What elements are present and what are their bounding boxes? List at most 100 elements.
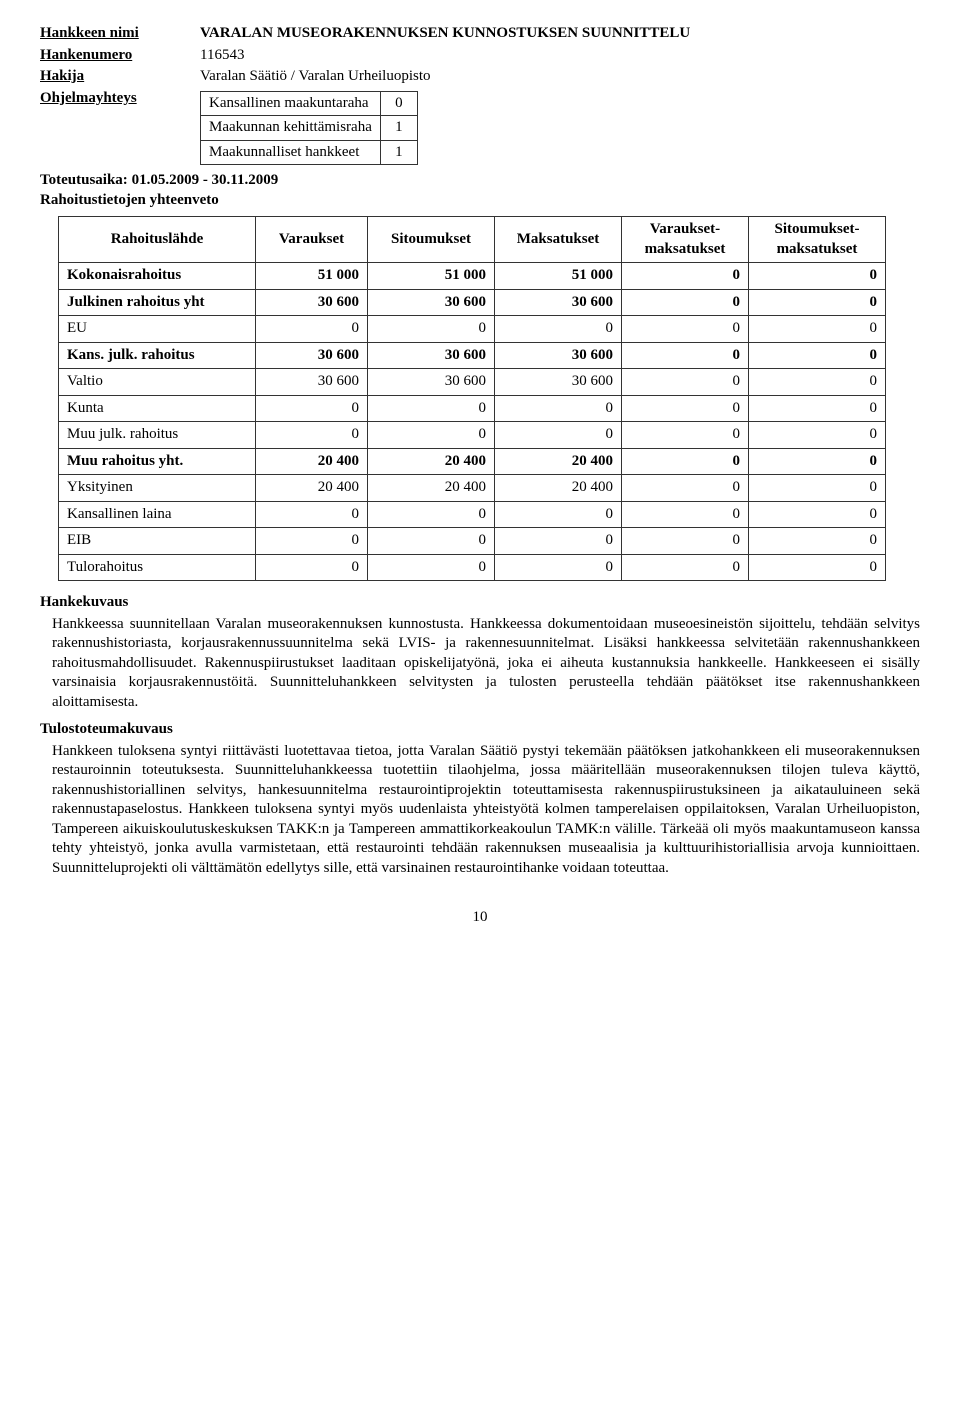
financing-row-label: Valtio bbox=[59, 369, 256, 396]
financing-cell: 0 bbox=[256, 528, 368, 555]
ohjelmayhteys-value: Kansallinen maakuntaraha0Maakunnan kehit… bbox=[200, 89, 920, 166]
financing-cell: 0 bbox=[749, 528, 886, 555]
context-row: Maakunnalliset hankkeet1 bbox=[201, 140, 418, 165]
financing-cell: 0 bbox=[622, 501, 749, 528]
financing-cell: 30 600 bbox=[256, 342, 368, 369]
financing-cell: 0 bbox=[622, 369, 749, 396]
financing-cell: 30 600 bbox=[256, 369, 368, 396]
context-row-value: 1 bbox=[380, 140, 417, 165]
financing-row: Kokonaisrahoitus51 00051 00051 00000 bbox=[59, 263, 886, 290]
toteutusaika: Toteutusaika: 01.05.2009 - 30.11.2009 bbox=[40, 171, 920, 191]
financing-cell: 20 400 bbox=[495, 475, 622, 502]
financing-cell: 51 000 bbox=[256, 263, 368, 290]
financing-cell: 0 bbox=[368, 316, 495, 343]
header-row-numero: Hankenumero 116543 bbox=[40, 46, 920, 66]
context-row-label: Kansallinen maakuntaraha bbox=[201, 91, 381, 116]
financing-row-label: Kokonaisrahoitus bbox=[59, 263, 256, 290]
financing-row-label: Kans. julk. rahoitus bbox=[59, 342, 256, 369]
context-row-value: 0 bbox=[380, 91, 417, 116]
financing-cell: 0 bbox=[368, 422, 495, 449]
financing-cell: 0 bbox=[749, 422, 886, 449]
financing-cell: 20 400 bbox=[256, 448, 368, 475]
financing-cell: 30 600 bbox=[368, 342, 495, 369]
hakija-value: Varalan Säätiö / Varalan Urheiluopisto bbox=[200, 67, 920, 87]
financing-row: EU00000 bbox=[59, 316, 886, 343]
hankekuvaus-heading: Hankekuvaus bbox=[40, 593, 920, 613]
financing-row: Muu julk. rahoitus00000 bbox=[59, 422, 886, 449]
financing-col-header: Varaukset bbox=[256, 217, 368, 263]
financing-row-label: Kansallinen laina bbox=[59, 501, 256, 528]
financing-cell: 0 bbox=[495, 554, 622, 581]
financing-row-label: Tulorahoitus bbox=[59, 554, 256, 581]
financing-cell: 30 600 bbox=[495, 342, 622, 369]
header-row-ohjelma: Ohjelmayhteys Kansallinen maakuntaraha0M… bbox=[40, 89, 920, 166]
financing-cell: 0 bbox=[749, 316, 886, 343]
financing-cell: 0 bbox=[622, 448, 749, 475]
financing-row-label: Kunta bbox=[59, 395, 256, 422]
financing-cell: 0 bbox=[256, 501, 368, 528]
context-row-value: 1 bbox=[380, 116, 417, 141]
financing-cell: 0 bbox=[749, 395, 886, 422]
tulostoteuma-body: Hankkeen tuloksena syntyi riittävästi lu… bbox=[52, 742, 920, 879]
hankenumero-label: Hankenumero bbox=[40, 46, 200, 66]
financing-cell: 20 400 bbox=[368, 448, 495, 475]
toteutusaika-value: 01.05.2009 - 30.11.2009 bbox=[132, 172, 279, 188]
financing-cell: 0 bbox=[749, 289, 886, 316]
financing-cell: 0 bbox=[622, 395, 749, 422]
financing-cell: 0 bbox=[622, 263, 749, 290]
context-row: Kansallinen maakuntaraha0 bbox=[201, 91, 418, 116]
financing-cell: 0 bbox=[749, 501, 886, 528]
financing-cell: 0 bbox=[749, 342, 886, 369]
financing-cell: 0 bbox=[495, 422, 622, 449]
financing-cell: 20 400 bbox=[495, 448, 622, 475]
financing-cell: 0 bbox=[622, 475, 749, 502]
financing-cell: 0 bbox=[749, 369, 886, 396]
hankekuvaus-body: Hankkeessa suunnitellaan Varalan museora… bbox=[52, 615, 920, 713]
financing-row: Tulorahoitus00000 bbox=[59, 554, 886, 581]
financing-row: Julkinen rahoitus yht30 60030 60030 6000… bbox=[59, 289, 886, 316]
financing-row: Kunta00000 bbox=[59, 395, 886, 422]
toteutusaika-label: Toteutusaika: bbox=[40, 172, 128, 188]
financing-cell: 20 400 bbox=[256, 475, 368, 502]
financing-row: Yksityinen20 40020 40020 40000 bbox=[59, 475, 886, 502]
financing-table: RahoituslähdeVarauksetSitoumuksetMaksatu… bbox=[58, 216, 886, 581]
financing-cell: 0 bbox=[622, 316, 749, 343]
header-row-nimi: Hankkeen nimi VARALAN MUSEORAKENNUKSEN K… bbox=[40, 24, 920, 44]
financing-cell: 0 bbox=[368, 501, 495, 528]
financing-row: Kans. julk. rahoitus30 60030 60030 60000 bbox=[59, 342, 886, 369]
financing-cell: 30 600 bbox=[256, 289, 368, 316]
financing-cell: 30 600 bbox=[368, 289, 495, 316]
financing-row-label: EIB bbox=[59, 528, 256, 555]
financing-cell: 30 600 bbox=[368, 369, 495, 396]
hankkeen-nimi-label: Hankkeen nimi bbox=[40, 24, 200, 44]
financing-row: Valtio30 60030 60030 60000 bbox=[59, 369, 886, 396]
context-row: Maakunnan kehittämisraha1 bbox=[201, 116, 418, 141]
financing-cell: 0 bbox=[256, 554, 368, 581]
financing-cell: 0 bbox=[622, 422, 749, 449]
financing-cell: 0 bbox=[495, 316, 622, 343]
financing-cell: 0 bbox=[368, 395, 495, 422]
financing-cell: 0 bbox=[256, 395, 368, 422]
financing-row: EIB00000 bbox=[59, 528, 886, 555]
page-number: 10 bbox=[40, 908, 920, 928]
financing-row: Muu rahoitus yht.20 40020 40020 40000 bbox=[59, 448, 886, 475]
hankenumero-value: 116543 bbox=[200, 46, 920, 66]
financing-col-header: Varaukset-maksatukset bbox=[622, 217, 749, 263]
financing-row-label: Yksityinen bbox=[59, 475, 256, 502]
ohjelmayhteys-label: Ohjelmayhteys bbox=[40, 89, 200, 109]
tulostoteuma-heading: Tulostoteumakuvaus bbox=[40, 720, 920, 740]
financing-header-row: RahoituslähdeVarauksetSitoumuksetMaksatu… bbox=[59, 217, 886, 263]
financing-cell: 0 bbox=[749, 448, 886, 475]
financing-cell: 0 bbox=[622, 289, 749, 316]
financing-row-label: EU bbox=[59, 316, 256, 343]
financing-cell: 0 bbox=[495, 528, 622, 555]
ohjelmayhteys-table: Kansallinen maakuntaraha0Maakunnan kehit… bbox=[200, 91, 418, 166]
context-row-label: Maakunnan kehittämisraha bbox=[201, 116, 381, 141]
financing-cell: 20 400 bbox=[368, 475, 495, 502]
financing-cell: 0 bbox=[749, 554, 886, 581]
financing-cell: 0 bbox=[495, 501, 622, 528]
financing-col-header: Rahoituslähde bbox=[59, 217, 256, 263]
financing-cell: 30 600 bbox=[495, 369, 622, 396]
hankkeen-nimi-value: VARALAN MUSEORAKENNUKSEN KUNNOSTUKSEN SU… bbox=[200, 24, 920, 44]
header-row-hakija: Hakija Varalan Säätiö / Varalan Urheiluo… bbox=[40, 67, 920, 87]
